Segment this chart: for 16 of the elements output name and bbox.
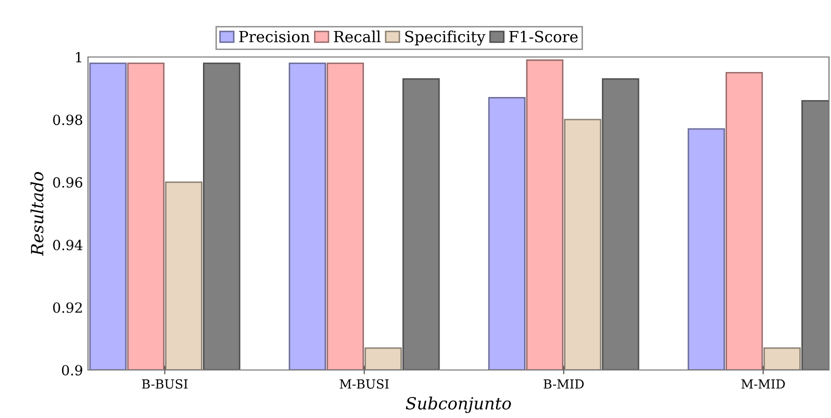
x-tick-label: M-MID <box>741 379 785 389</box>
x-axis-title: Subconjunto <box>406 396 511 414</box>
legend-label: Precision <box>239 30 310 42</box>
x-tick-label: B-BUSI <box>142 379 188 389</box>
y-tick-label: 1 <box>76 52 82 62</box>
y-tick-label: 0.94 <box>53 240 82 250</box>
legend-label: Specificity <box>405 30 486 46</box>
y-tick-label: 0.96 <box>53 177 82 188</box>
legend-label: F1-Score <box>509 30 578 42</box>
x-tick-label: B-MID <box>544 379 584 389</box>
y-tick-label: 0.98 <box>53 114 82 126</box>
y-tick-label: 0.9 <box>62 364 82 376</box>
x-tick-label: M-BUSI <box>340 379 389 389</box>
y-tick-label: 0.92 <box>53 302 82 313</box>
y-axis-title: Resultado <box>30 172 44 256</box>
legend-label: Recall <box>334 30 381 42</box>
